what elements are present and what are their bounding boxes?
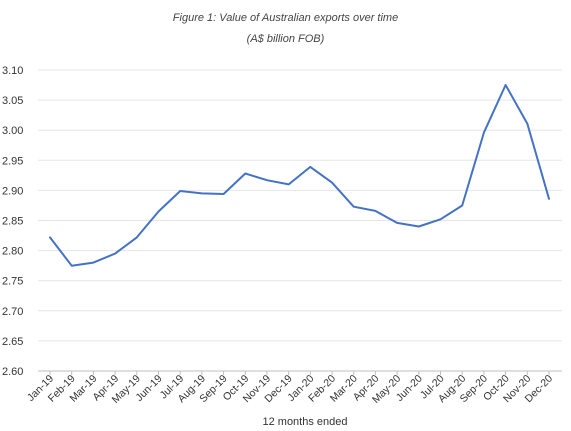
- data-point: [309, 166, 311, 168]
- data-point: [136, 236, 138, 238]
- data-point: [266, 179, 268, 181]
- data-point: [223, 193, 225, 195]
- y-tick-label: 2.75: [2, 276, 23, 288]
- data-point: [92, 262, 94, 264]
- y-tick-label: 3.05: [2, 95, 23, 107]
- x-axis-title: 12 months ended: [262, 416, 347, 428]
- data-point: [396, 222, 398, 224]
- y-tick-label: 2.85: [2, 216, 23, 228]
- data-point: [418, 226, 420, 228]
- data-point: [71, 265, 73, 267]
- data-point: [114, 253, 116, 255]
- chart-subtitle: (A$ billion FOB): [246, 33, 325, 45]
- data-point: [440, 218, 442, 220]
- data-point: [157, 210, 159, 212]
- data-point: [353, 206, 355, 208]
- y-tick-label: 3.10: [2, 65, 23, 77]
- data-point: [201, 192, 203, 194]
- data-point: [526, 123, 528, 125]
- y-tick-label: 3.00: [2, 125, 23, 137]
- y-tick-label: 2.95: [2, 155, 23, 167]
- y-tick-label: 2.80: [2, 246, 23, 258]
- data-point: [244, 173, 246, 175]
- series-line: [49, 84, 550, 267]
- y-tick-label: 2.90: [2, 185, 23, 197]
- data-point: [548, 198, 550, 200]
- data-point: [49, 236, 51, 238]
- chart-title: Figure 1: Value of Australian exports ov…: [172, 12, 399, 24]
- data-point: [179, 190, 181, 192]
- data-point: [374, 210, 376, 212]
- y-tick-label: 2.60: [2, 366, 23, 378]
- y-tick-label: 2.70: [2, 306, 23, 318]
- data-point: [483, 132, 485, 134]
- data-point: [461, 204, 463, 206]
- data-point: [331, 182, 333, 184]
- data-point: [505, 84, 507, 86]
- y-tick-label: 2.65: [2, 336, 23, 348]
- data-point: [288, 183, 290, 185]
